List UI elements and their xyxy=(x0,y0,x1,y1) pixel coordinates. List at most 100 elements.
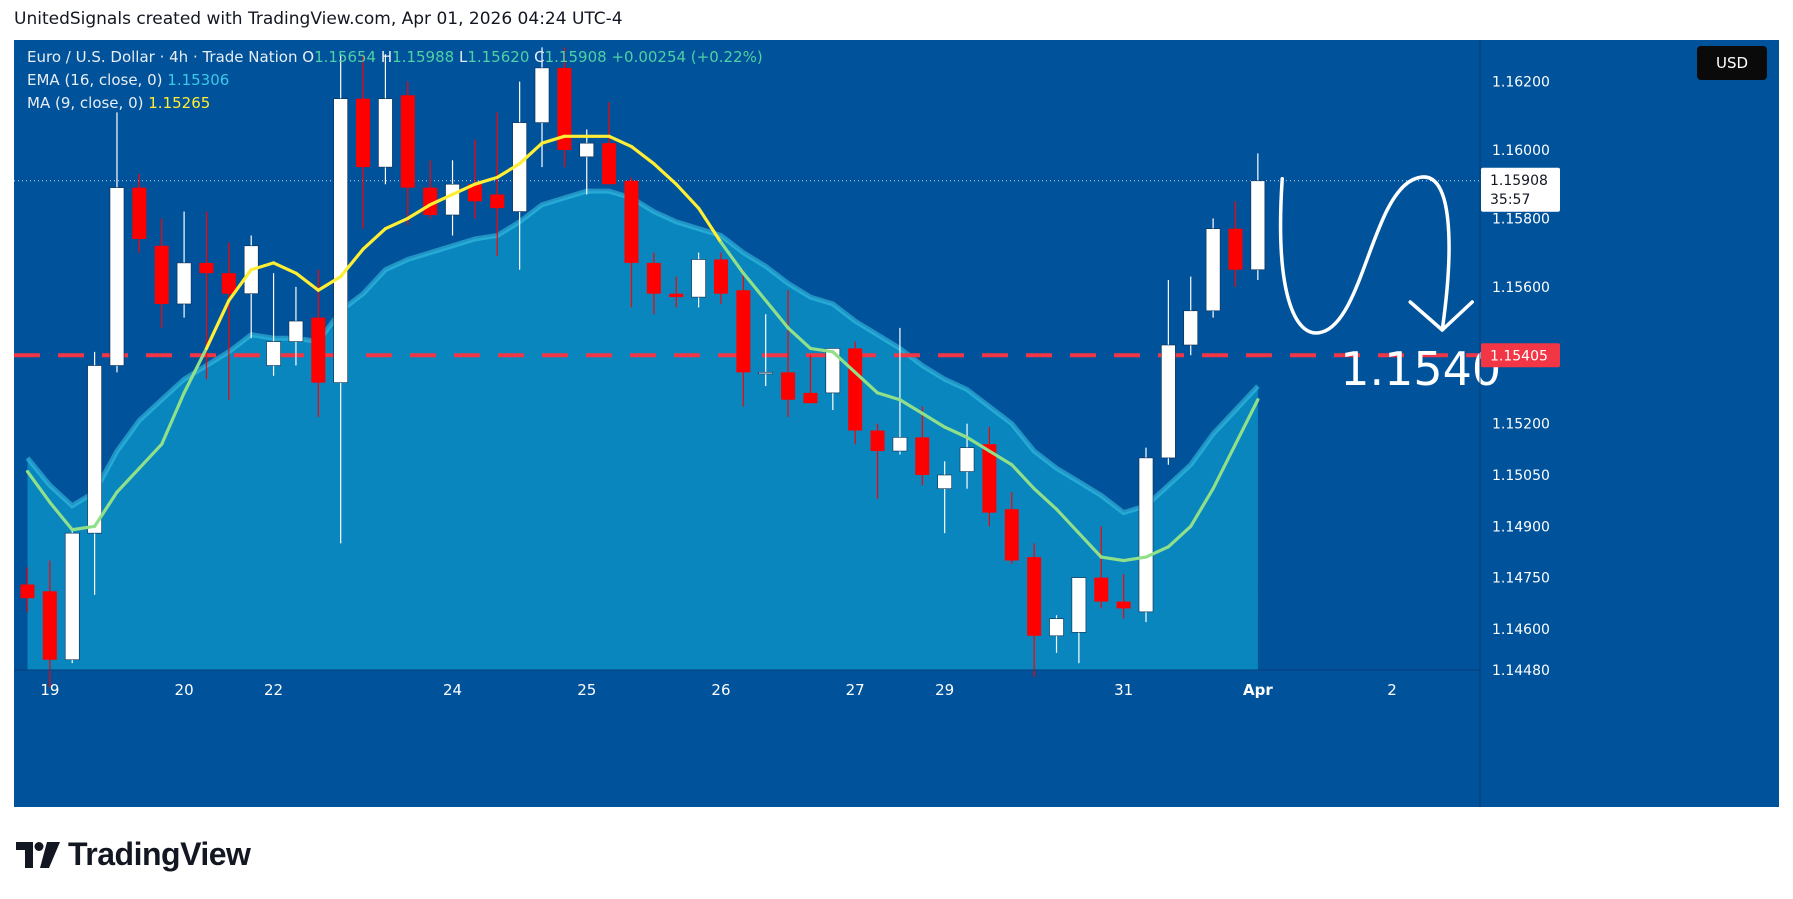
ma-9-segment xyxy=(518,141,544,166)
candle-down xyxy=(311,317,326,383)
candle-down xyxy=(221,273,236,294)
ema-line-group xyxy=(25,188,1260,516)
ma-9-segment xyxy=(898,398,924,416)
candle-down xyxy=(624,180,639,263)
candle-up xyxy=(892,437,908,452)
chart-caption: UnitedSignals created with TradingView.c… xyxy=(14,9,623,29)
price-chart[interactable]: 1.1540 1.16200 1.16000 1.15800 1.15600 1.152… xyxy=(14,40,1779,807)
chart-panel[interactable]: 1.1540 1.16200 1.16000 1.15800 1.15600 1.152… xyxy=(14,40,1779,807)
ma-9-segment xyxy=(607,134,634,149)
candle-down xyxy=(1004,509,1019,561)
candle-up xyxy=(333,98,348,383)
candle-up xyxy=(109,187,125,366)
ma-9-segment xyxy=(1122,555,1148,563)
projection-path xyxy=(1278,175,1451,335)
ma-line-group xyxy=(25,134,1260,563)
price-tick-label: 1.15050 xyxy=(1492,468,1550,484)
ma-9-segment xyxy=(540,134,566,145)
candle-up xyxy=(378,98,393,168)
level-price-value: 1.15405 xyxy=(1490,348,1548,364)
time-tick-label: 22 xyxy=(264,681,283,699)
time-tick-label: Apr xyxy=(1243,681,1273,699)
ma-9-segment xyxy=(339,247,365,279)
candle-up xyxy=(1049,618,1064,637)
legend-change: +0.00254 (+0.22%) xyxy=(611,48,763,66)
candle-down xyxy=(713,259,728,294)
legend-ma-value: 1.15265 xyxy=(148,94,211,112)
candle-up xyxy=(1071,577,1087,633)
ma-9-segment xyxy=(652,162,678,186)
legend-high: 1.15988 xyxy=(392,48,455,66)
candle-down xyxy=(736,290,751,373)
ma-9-segment xyxy=(428,192,455,207)
legend-ma[interactable]: MA (9, close, 0) 1.15265 xyxy=(27,94,210,112)
candle-down xyxy=(132,187,147,239)
candle-down xyxy=(154,245,169,304)
ma-9-segment xyxy=(160,391,186,446)
legend-ema[interactable]: EMA (16, close, 0) 1.15306 xyxy=(27,71,229,89)
brand-name: TradingView xyxy=(68,836,251,872)
candle-up xyxy=(959,447,975,472)
ma-9-segment xyxy=(1144,545,1170,559)
ma-9-segment xyxy=(25,469,52,504)
ma-9-segment xyxy=(182,346,209,395)
candle-up xyxy=(64,532,80,661)
time-tick-label: 2 xyxy=(1387,681,1397,699)
ma-9-segment xyxy=(495,162,522,179)
price-tick-label: 1.16000 xyxy=(1492,143,1550,159)
ma-9-segment xyxy=(227,268,253,303)
candle-down xyxy=(557,67,572,150)
ma-9-segment xyxy=(294,271,320,292)
time-tick-label: 26 xyxy=(711,681,730,699)
currency-button[interactable]: USD xyxy=(1697,46,1767,80)
candle-up xyxy=(288,320,304,342)
ma-9-segment xyxy=(741,271,768,303)
level-price-tag xyxy=(1481,343,1560,368)
legend-l-label: L xyxy=(458,48,468,66)
candle-down xyxy=(982,444,997,513)
candle-down xyxy=(669,293,684,298)
price-axis-group: 1.16200 1.16000 1.15800 1.15600 1.15200 1.150… xyxy=(1479,40,1560,807)
candle-up xyxy=(1161,344,1176,459)
ma-9-segment xyxy=(48,500,74,532)
annotation-group: 1.1540 xyxy=(1278,175,1501,396)
ma-9-segment xyxy=(204,298,231,351)
ma-9-segment xyxy=(719,240,745,275)
ma-9-segment xyxy=(316,274,343,292)
candle-down xyxy=(646,262,661,294)
ma-9-segment xyxy=(696,206,723,244)
ema-16-line xyxy=(25,188,1260,516)
candle-down xyxy=(356,98,371,168)
ma-9-segment xyxy=(1054,507,1081,535)
candle-down xyxy=(781,372,796,400)
price-tick-label: 1.14750 xyxy=(1492,571,1550,587)
candle-down xyxy=(870,430,885,452)
candle-down xyxy=(848,348,863,431)
candle-up xyxy=(758,372,774,375)
candle-down xyxy=(1228,228,1243,270)
price-tick-label: 1.14600 xyxy=(1492,622,1550,638)
legend-ema-label: EMA (16, close, 0) xyxy=(27,71,163,89)
ma-9-segment xyxy=(361,227,388,251)
ma-9-segment xyxy=(965,435,992,453)
ma-9-segment xyxy=(920,411,947,429)
candle-down xyxy=(803,392,818,404)
ma-9-segment xyxy=(93,490,119,528)
legend-ema-value: 1.15306 xyxy=(167,71,230,89)
candle-up xyxy=(266,341,281,366)
time-tick-label: 27 xyxy=(846,681,865,699)
current-price-value: 1.15908 xyxy=(1490,173,1548,189)
ma-9-segment xyxy=(473,175,499,186)
candle-down xyxy=(400,95,415,188)
ma-9-segment xyxy=(629,144,656,166)
time-tick-label: 25 xyxy=(577,681,596,699)
candle-down xyxy=(467,184,482,202)
price-tick-label: 1.15800 xyxy=(1492,211,1550,227)
tradingview-logo[interactable]: TradingView xyxy=(16,836,251,873)
price-tick-label: 1.16200 xyxy=(1492,75,1550,91)
candle-countdown: 35:57 xyxy=(1490,192,1530,208)
candle-down xyxy=(199,262,214,274)
time-tick-label: 20 xyxy=(175,681,194,699)
ma-9-segment xyxy=(115,466,141,494)
ma-9-segment xyxy=(1099,555,1126,563)
